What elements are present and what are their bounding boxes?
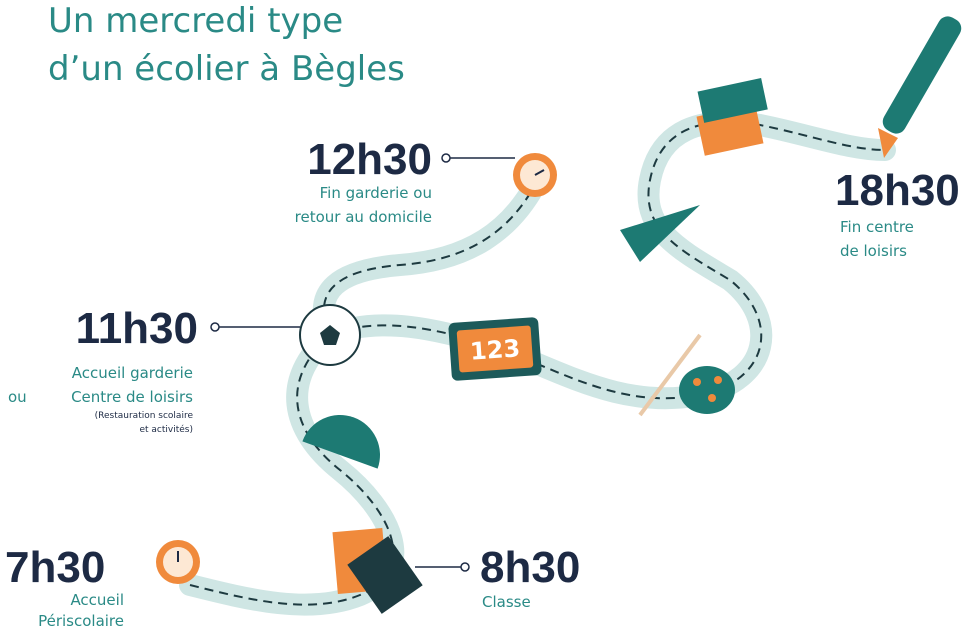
step-text: retour au domicile xyxy=(295,208,432,226)
step-time: 8h30 xyxy=(480,543,580,592)
step-text: Centre de loisirs xyxy=(71,388,193,406)
step-text: de loisirs xyxy=(840,242,907,260)
icons: 123 xyxy=(156,13,965,614)
step-text: Périscolaire xyxy=(38,612,124,630)
paint-spot xyxy=(693,378,701,386)
step-note: (Restauration scolaire xyxy=(95,411,194,421)
title-line: d’un écolier à Bègles xyxy=(48,49,405,89)
step-text: Accueil xyxy=(70,591,124,609)
board-label: 123 xyxy=(469,334,521,365)
step-note: et activités) xyxy=(139,424,193,435)
step-text: Fin garderie ou xyxy=(320,184,432,202)
connector-dot xyxy=(211,323,219,331)
step-text: Classe xyxy=(482,593,531,611)
connector-dot xyxy=(442,154,450,162)
pen-icon xyxy=(879,13,965,138)
title-line: Un mercredi type xyxy=(48,1,343,41)
step-text: Fin centre xyxy=(840,218,914,236)
step-text: Accueil garderie xyxy=(72,364,193,382)
step-time: 18h30 xyxy=(835,166,960,215)
infographic: 123 Un mercredi type d’un écolier à Bègl… xyxy=(0,0,977,631)
step-time: 11h30 xyxy=(76,304,198,353)
paint-spot xyxy=(708,394,716,402)
step-time: 7h30 xyxy=(5,543,105,592)
palette-icon xyxy=(679,366,735,414)
step-prefix: ou xyxy=(8,388,27,406)
step-time: 12h30 xyxy=(307,135,432,184)
paint-spot xyxy=(714,376,722,384)
connector-dot xyxy=(461,563,469,571)
